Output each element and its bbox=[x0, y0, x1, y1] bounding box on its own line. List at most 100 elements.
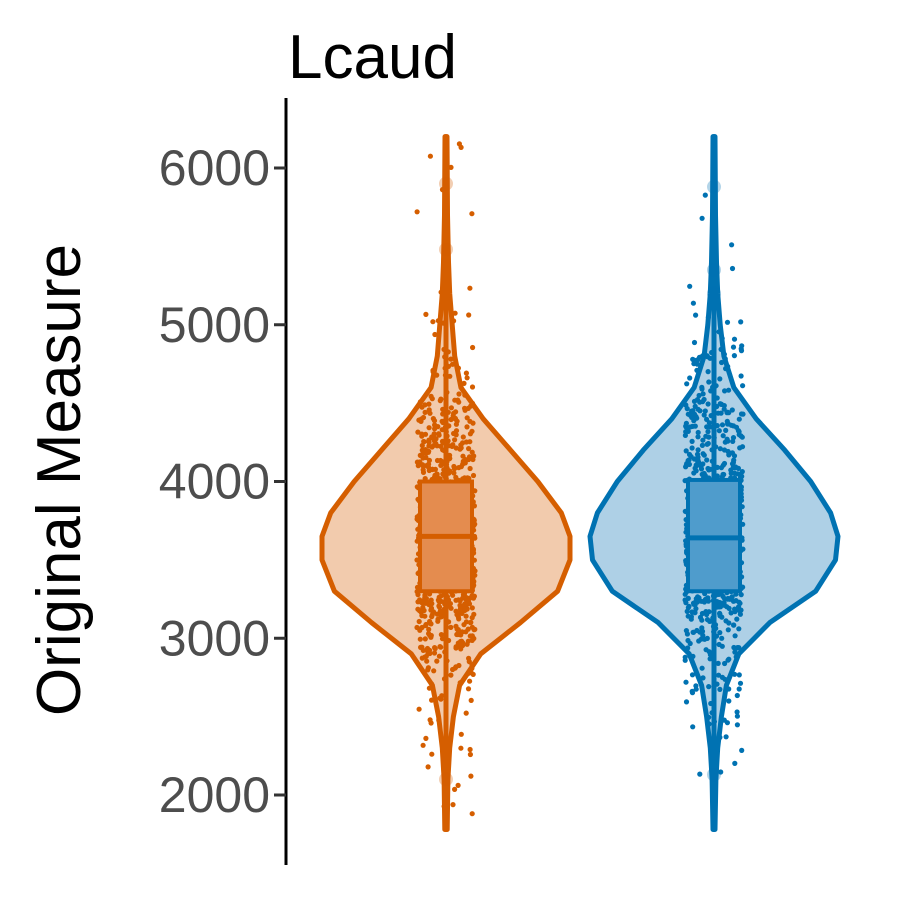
data-point bbox=[463, 439, 469, 445]
data-point bbox=[700, 461, 706, 467]
data-point bbox=[696, 392, 702, 399]
data-point bbox=[453, 409, 459, 415]
data-point bbox=[682, 432, 689, 438]
data-point bbox=[733, 654, 739, 660]
data-point bbox=[431, 418, 438, 424]
data-point bbox=[455, 640, 461, 646]
data-point bbox=[739, 444, 746, 450]
data-point bbox=[453, 474, 459, 480]
data-point bbox=[684, 406, 690, 412]
data-point bbox=[706, 721, 712, 727]
data-point bbox=[456, 141, 462, 147]
outlier-point bbox=[439, 176, 453, 191]
data-point bbox=[721, 351, 728, 357]
data-point bbox=[686, 451, 693, 458]
data-point bbox=[691, 339, 698, 346]
data-point bbox=[456, 391, 462, 397]
data-point bbox=[420, 469, 427, 475]
data-point bbox=[455, 365, 461, 371]
data-point bbox=[432, 422, 438, 428]
data-point bbox=[426, 425, 432, 431]
data-point bbox=[428, 607, 434, 613]
data-point bbox=[451, 463, 457, 470]
data-point bbox=[432, 645, 438, 651]
data-point bbox=[464, 424, 470, 430]
data-point bbox=[416, 706, 422, 712]
data-point bbox=[423, 653, 429, 659]
data-point bbox=[464, 415, 470, 421]
outlier-point bbox=[707, 286, 721, 301]
data-point bbox=[438, 632, 444, 638]
data-point bbox=[427, 647, 433, 653]
data-point bbox=[466, 312, 472, 318]
data-point bbox=[723, 366, 729, 372]
outlier-point bbox=[439, 242, 453, 257]
data-point bbox=[417, 399, 423, 405]
data-point bbox=[472, 626, 478, 633]
data-point bbox=[690, 653, 696, 660]
y-tick-label: 3000 bbox=[159, 610, 270, 666]
data-point bbox=[427, 153, 433, 159]
data-point bbox=[685, 645, 691, 651]
data-point bbox=[463, 606, 469, 612]
data-point bbox=[419, 431, 425, 437]
data-point bbox=[426, 457, 432, 463]
data-point bbox=[455, 597, 462, 603]
data-point bbox=[698, 466, 705, 472]
data-point bbox=[688, 614, 695, 620]
data-point bbox=[455, 631, 461, 637]
data-point bbox=[414, 624, 420, 631]
data-point bbox=[724, 604, 730, 610]
data-point bbox=[701, 412, 707, 418]
data-point bbox=[417, 636, 423, 642]
data-point bbox=[418, 644, 424, 651]
data-point bbox=[689, 438, 695, 444]
data-point bbox=[450, 666, 456, 673]
y-tick-label: 6000 bbox=[159, 140, 270, 196]
data-point bbox=[734, 722, 741, 728]
data-point bbox=[424, 599, 430, 605]
data-point bbox=[466, 655, 472, 662]
data-point bbox=[423, 311, 429, 317]
y-tick-label: 5000 bbox=[159, 297, 270, 353]
data-point bbox=[726, 387, 732, 393]
outlier-point bbox=[707, 179, 721, 194]
data-point bbox=[436, 603, 442, 609]
data-point bbox=[738, 319, 744, 325]
data-point bbox=[428, 466, 434, 473]
data-point bbox=[471, 611, 477, 618]
data-point bbox=[465, 686, 472, 692]
data-point bbox=[450, 442, 456, 448]
data-point bbox=[423, 735, 429, 742]
data-point bbox=[729, 242, 735, 248]
data-point bbox=[691, 411, 698, 417]
data-point bbox=[439, 459, 445, 465]
data-point bbox=[699, 386, 705, 392]
data-point bbox=[695, 447, 701, 453]
data-point bbox=[738, 607, 744, 613]
data-point bbox=[693, 686, 699, 692]
data-point bbox=[432, 472, 438, 478]
data-point bbox=[451, 470, 457, 476]
data-point bbox=[704, 416, 710, 422]
data-point bbox=[716, 672, 722, 678]
data-point bbox=[434, 658, 440, 664]
data-point bbox=[717, 401, 723, 407]
data-point bbox=[707, 618, 713, 625]
data-point bbox=[738, 373, 744, 379]
data-point bbox=[693, 606, 699, 612]
data-point bbox=[439, 693, 445, 699]
data-point bbox=[685, 605, 692, 611]
data-point bbox=[733, 424, 740, 430]
data-point bbox=[705, 465, 711, 472]
data-point bbox=[734, 616, 740, 622]
data-point bbox=[702, 473, 708, 479]
data-point bbox=[702, 636, 708, 642]
data-point bbox=[422, 409, 428, 415]
data-point bbox=[706, 684, 712, 690]
data-point bbox=[456, 610, 462, 616]
data-point bbox=[700, 391, 706, 397]
data-point bbox=[425, 449, 431, 455]
data-point bbox=[427, 618, 433, 625]
data-point bbox=[458, 445, 464, 451]
